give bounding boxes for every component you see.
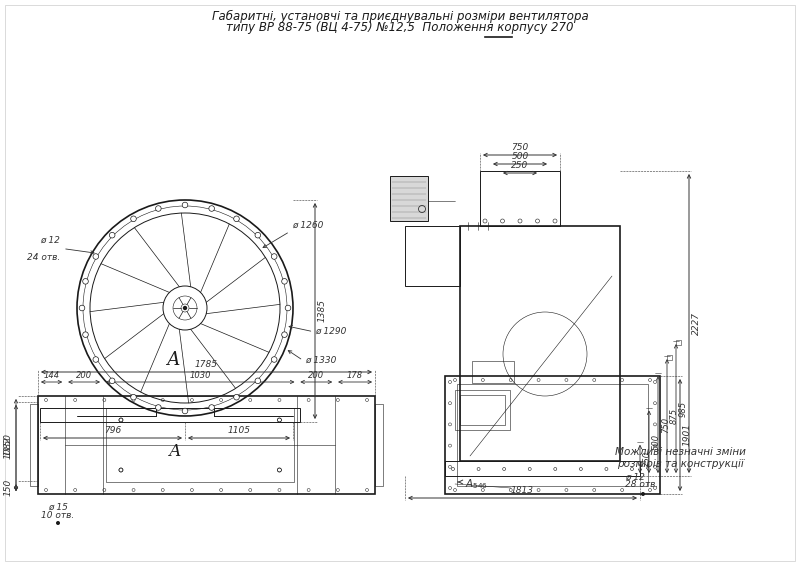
Bar: [106, 408, 294, 482]
Bar: [472, 361, 514, 383]
Circle shape: [641, 492, 645, 496]
Bar: [445, 376, 660, 494]
Text: 750: 750: [511, 143, 529, 152]
Circle shape: [271, 254, 277, 259]
Circle shape: [79, 305, 85, 311]
Bar: [38, 396, 375, 494]
Text: ø 15: ø 15: [48, 503, 68, 512]
Circle shape: [93, 357, 98, 362]
Text: 178: 178: [347, 371, 363, 380]
Text: А: А: [166, 351, 180, 369]
Bar: [480, 171, 560, 226]
Text: 200: 200: [308, 371, 324, 380]
Circle shape: [234, 216, 239, 222]
Circle shape: [182, 408, 188, 414]
Bar: [455, 390, 510, 430]
Text: ø 12: ø 12: [40, 235, 60, 245]
Text: 1030: 1030: [190, 371, 211, 380]
Text: типу ВР 88-75 (ВЦ 4-75) №12,5  Положення корпусу 270: типу ВР 88-75 (ВЦ 4-75) №12,5 Положення …: [226, 21, 574, 34]
Bar: [676, 340, 681, 345]
Bar: [390, 176, 428, 221]
Circle shape: [155, 205, 161, 211]
Text: 150: 150: [4, 479, 13, 496]
Circle shape: [282, 278, 287, 284]
Text: 1813: 1813: [511, 486, 534, 495]
Circle shape: [93, 254, 98, 259]
Text: $A_{546}$: $A_{546}$: [465, 477, 488, 491]
Text: 500: 500: [652, 434, 661, 450]
Circle shape: [82, 332, 88, 337]
Text: 10 отв.: 10 отв.: [42, 511, 74, 520]
Bar: [460, 395, 505, 425]
Circle shape: [234, 395, 239, 400]
Bar: [460, 226, 620, 461]
Bar: [40, 408, 300, 422]
Bar: [30, 404, 38, 486]
Text: 750: 750: [661, 417, 670, 432]
Text: 875: 875: [670, 408, 679, 424]
Text: 1901: 1901: [683, 423, 692, 447]
Text: 250: 250: [511, 161, 529, 170]
Circle shape: [209, 205, 214, 211]
Circle shape: [282, 332, 287, 337]
Text: Габаритні, установчі та приєднувальні розміри вентилятора: Габаритні, установчі та приєднувальні ро…: [212, 10, 588, 23]
Text: 796: 796: [104, 426, 121, 435]
Bar: [457, 384, 648, 486]
Text: ø 1290: ø 1290: [315, 327, 347, 336]
Text: 1150: 1150: [4, 434, 13, 457]
Text: 1105: 1105: [227, 426, 250, 435]
Text: 500: 500: [511, 152, 529, 161]
Text: 28 отв.: 28 отв.: [625, 480, 658, 489]
Circle shape: [82, 278, 88, 284]
Text: 1082: 1082: [4, 436, 13, 460]
Circle shape: [209, 405, 214, 410]
Text: 985: 985: [679, 401, 688, 417]
Circle shape: [255, 233, 261, 238]
Text: ø 12: ø 12: [625, 473, 645, 482]
Circle shape: [110, 233, 115, 238]
Circle shape: [130, 216, 136, 222]
Circle shape: [56, 521, 60, 525]
Text: ø 1330: ø 1330: [305, 356, 337, 365]
Bar: [375, 404, 383, 486]
Circle shape: [130, 395, 136, 400]
Text: 1385: 1385: [318, 299, 327, 323]
Text: А: А: [169, 444, 182, 461]
Circle shape: [110, 378, 115, 384]
Bar: [667, 355, 672, 360]
Circle shape: [255, 378, 261, 384]
Bar: [445, 461, 640, 476]
Circle shape: [183, 307, 186, 310]
Circle shape: [182, 202, 188, 208]
Text: ø 1260: ø 1260: [292, 221, 323, 229]
Text: 24 отв.: 24 отв.: [26, 252, 60, 261]
Bar: [405, 226, 460, 286]
Text: Можливі незначні зміни
розмірів та конструкції: Можливі незначні зміни розмірів та конст…: [614, 447, 746, 469]
Circle shape: [285, 305, 291, 311]
Circle shape: [271, 357, 277, 362]
Text: 144: 144: [43, 371, 60, 380]
Text: 200: 200: [76, 371, 92, 380]
Text: 250: 250: [643, 451, 652, 467]
Text: 1785: 1785: [195, 360, 218, 369]
Text: 2227: 2227: [692, 312, 701, 335]
Circle shape: [155, 405, 161, 410]
